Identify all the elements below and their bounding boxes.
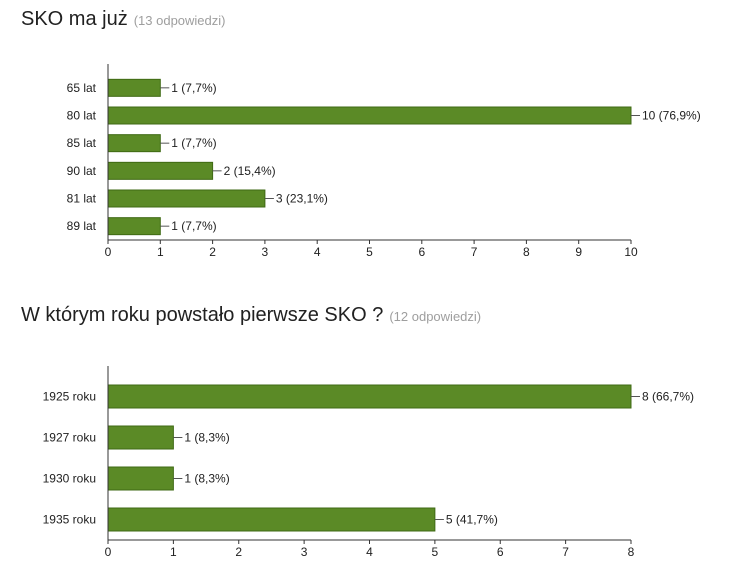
category-label: 1927 roku [43, 431, 96, 445]
response-count: (13 odpowiedzi) [133, 13, 226, 28]
category-label: 1930 roku [43, 472, 96, 486]
x-tick-label: 2 [209, 245, 216, 259]
response-count: (12 odpowiedzi) [389, 309, 482, 324]
x-tick-label: 5 [432, 545, 439, 559]
value-label: 1 (7,7%) [171, 219, 216, 233]
question-header-2: W którym roku powstało pierwsze SKO ? (12… [21, 304, 481, 327]
x-tick-label: 10 [624, 245, 638, 259]
x-tick-label: 7 [562, 545, 569, 559]
bar [107, 425, 174, 450]
x-tick-label: 3 [301, 545, 308, 559]
question-title: W którym roku powstało pierwsze SKO ? [21, 304, 384, 326]
category-label: 65 lat [67, 81, 97, 95]
value-label: 2 (15,4%) [224, 164, 276, 178]
x-tick-label: 1 [170, 545, 177, 559]
category-label: 89 lat [67, 219, 97, 233]
bar [107, 507, 436, 532]
category-label: 90 lat [67, 164, 97, 178]
value-label: 1 (7,7%) [171, 81, 216, 95]
x-tick-label: 4 [314, 245, 321, 259]
category-label: 1925 roku [43, 390, 96, 404]
x-tick-label: 8 [628, 545, 635, 559]
x-tick-label: 9 [575, 245, 582, 259]
x-tick-label: 6 [497, 545, 504, 559]
x-tick-label: 8 [523, 245, 530, 259]
x-tick-label: 7 [471, 245, 478, 259]
x-tick-label: 0 [105, 245, 112, 259]
category-label: 81 lat [67, 192, 97, 206]
value-label: 1 (7,7%) [171, 136, 216, 150]
value-label: 5 (41,7%) [446, 513, 498, 527]
category-label: 80 lat [67, 109, 97, 123]
value-label: 10 (76,9%) [642, 109, 701, 123]
value-label: 8 (66,7%) [642, 390, 694, 404]
x-tick-label: 6 [418, 245, 425, 259]
value-label: 1 (8,3%) [184, 431, 229, 445]
question-title: SKO ma już [21, 8, 128, 30]
category-label: 85 lat [67, 136, 97, 150]
question-header-1: SKO ma już (13 odpowiedzi) [21, 8, 225, 31]
x-tick-label: 5 [366, 245, 373, 259]
bar [107, 466, 174, 491]
value-label: 3 (23,1%) [276, 192, 328, 206]
x-tick-label: 2 [235, 545, 242, 559]
x-tick-label: 4 [366, 545, 373, 559]
x-tick-label: 1 [157, 245, 164, 259]
value-label: 1 (8,3%) [184, 472, 229, 486]
category-label: 1935 roku [43, 513, 96, 527]
x-tick-label: 3 [262, 245, 269, 259]
bar-chart-1: 65 lat 1 (7,7%) 80 lat 10 (76,9%) 85 lat 1 (7… [67, 64, 701, 259]
bar [107, 384, 632, 409]
x-tick-label: 0 [105, 545, 112, 559]
